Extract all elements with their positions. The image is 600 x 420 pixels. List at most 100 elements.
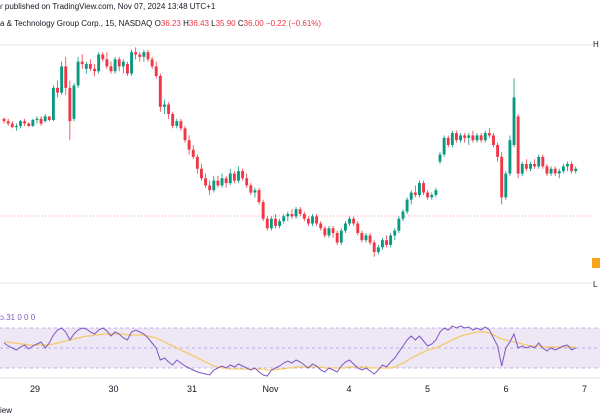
candle	[113, 59, 117, 72]
candle	[438, 154, 442, 162]
candle	[397, 218, 401, 231]
open-label: O	[154, 19, 161, 28]
candle	[105, 59, 109, 67]
time-axis: 29 30 31 Nov 4 5 6 7	[30, 384, 587, 394]
candle	[191, 149, 195, 157]
candle	[327, 228, 331, 236]
candle	[150, 59, 154, 67]
candle	[401, 211, 405, 219]
candle	[60, 66, 64, 93]
x-tick-label: 30	[108, 384, 118, 394]
candle	[557, 171, 561, 174]
candle	[253, 190, 257, 193]
candle	[64, 66, 68, 88]
axis-high-tag: H	[593, 40, 599, 49]
candle	[72, 85, 76, 119]
candle	[142, 52, 146, 57]
candle	[496, 144, 500, 157]
rsi-line	[3, 325, 576, 377]
candle	[204, 178, 208, 186]
x-tick-label: 29	[30, 384, 40, 394]
candle	[463, 135, 467, 138]
candle	[47, 116, 51, 120]
candle	[232, 173, 236, 181]
candle	[479, 135, 483, 141]
candle	[430, 194, 434, 198]
candle	[323, 228, 327, 236]
candle	[492, 135, 495, 145]
publish-text: ɾ published on TradingView.com, Nov 07, …	[0, 2, 216, 11]
candle	[76, 61, 80, 86]
high-value: 36.43	[188, 19, 209, 28]
candle	[265, 218, 269, 229]
candle	[372, 242, 376, 253]
candle	[167, 104, 171, 115]
candle	[31, 119, 35, 126]
candle	[179, 121, 183, 129]
candle	[187, 140, 191, 150]
candle	[471, 135, 475, 141]
candle	[446, 137, 450, 145]
last-price-tag	[592, 258, 600, 268]
candle	[286, 213, 290, 217]
candle	[549, 168, 553, 174]
candle	[23, 121, 27, 124]
low-label: L	[211, 19, 216, 28]
candle	[393, 230, 397, 236]
candle	[524, 164, 528, 169]
candle	[315, 216, 319, 224]
candle	[298, 209, 302, 214]
candle	[237, 171, 240, 181]
x-tick-label: 6	[503, 384, 508, 394]
candle	[533, 164, 537, 167]
candle	[405, 199, 409, 212]
candle	[508, 140, 512, 174]
candle	[389, 235, 393, 245]
candle	[459, 135, 463, 141]
symbol-legend: a & Technology Group Corp., 15, NASDAQ O…	[0, 18, 321, 30]
candle	[175, 121, 179, 126]
x-tick-label: 4	[346, 384, 351, 394]
candle	[426, 192, 430, 198]
candle	[529, 164, 532, 169]
candle	[257, 190, 261, 203]
candle	[208, 185, 212, 191]
candle	[269, 218, 273, 229]
candle	[553, 168, 557, 174]
candle	[146, 52, 150, 60]
candle	[154, 66, 158, 76]
candle	[570, 164, 574, 172]
candle	[109, 66, 113, 72]
candle	[249, 185, 253, 193]
candle	[504, 173, 508, 198]
candle	[348, 218, 351, 224]
candle	[274, 218, 277, 226]
candle	[88, 64, 92, 69]
candle	[352, 218, 356, 224]
candle	[6, 121, 10, 124]
candle	[380, 240, 384, 248]
candle	[125, 64, 129, 74]
candle	[158, 75, 162, 107]
footer-text: iew	[0, 406, 13, 415]
candle	[376, 247, 380, 253]
candle	[171, 114, 175, 126]
price-chart[interactable]: H L ɔ.31 0 0 0 29 30 31 Nov 4 5 6 7	[0, 0, 600, 402]
close-label: C	[237, 19, 244, 28]
candle	[364, 235, 368, 241]
candle	[455, 133, 458, 141]
candle	[80, 61, 84, 65]
candle	[130, 52, 133, 74]
candle	[422, 183, 425, 193]
candle	[19, 121, 22, 126]
candle	[195, 156, 199, 169]
candle	[241, 171, 245, 179]
candle	[356, 223, 360, 234]
candle	[306, 218, 310, 224]
candle	[163, 104, 166, 107]
rsi-legend: ɔ.31 0 0 0	[0, 313, 36, 322]
candle	[475, 135, 479, 141]
x-tick-label: Nov	[262, 384, 279, 394]
candle	[520, 164, 524, 174]
candle	[516, 116, 520, 174]
